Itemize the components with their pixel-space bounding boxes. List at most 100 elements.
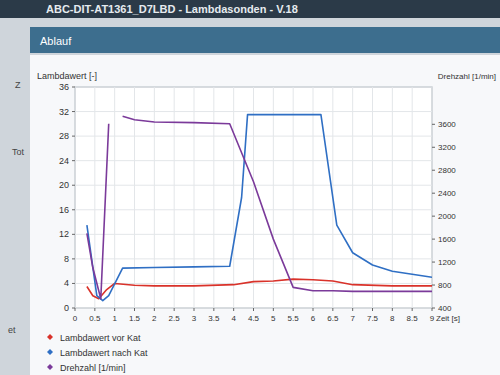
y-grid-line	[75, 234, 432, 235]
legend-label: Drehzahl [1/min]	[60, 363, 126, 373]
x-grid-line	[293, 87, 294, 308]
y-tick-label: 4	[64, 278, 69, 288]
x-tick	[313, 308, 314, 311]
x-tick-label: 1.5	[129, 314, 141, 323]
legend-label: Lambdawert nach Kat	[60, 348, 148, 358]
series-group	[87, 115, 432, 301]
y2-tick-label: 2800	[438, 166, 456, 175]
x-tick-label: 2.5	[169, 314, 181, 323]
x-tick-label: 9	[430, 314, 435, 323]
y2-tick-label: 2400	[438, 189, 456, 198]
x-grid-line	[233, 87, 234, 308]
x-tick-label: 0.5	[89, 314, 101, 323]
x-tick	[154, 308, 155, 311]
y-grid-line	[75, 160, 432, 161]
x-tick-label: 3	[192, 314, 197, 323]
y-grid-line	[75, 258, 432, 259]
legend-marker	[47, 349, 53, 355]
x-grid-line	[372, 87, 373, 308]
y2-tick-label: 400	[438, 304, 452, 313]
y-grid-line	[75, 111, 432, 112]
y-tick	[72, 234, 75, 235]
x-grid-line	[392, 87, 393, 308]
y2-tick	[432, 262, 435, 263]
y-grid-line	[75, 283, 432, 284]
x-tick-label: 4.5	[248, 314, 260, 323]
x-grid-line	[432, 87, 433, 308]
x-tick	[233, 308, 234, 311]
x-tick	[392, 308, 393, 311]
y-tick-label: 20	[59, 180, 69, 190]
y2-tick	[432, 170, 435, 171]
x-tick	[293, 308, 294, 311]
y-tick-label: 16	[59, 205, 69, 215]
y-tick-label: 8	[64, 254, 69, 264]
x-grid-line	[213, 87, 214, 308]
background-label: Tot	[12, 147, 25, 157]
x-tick	[253, 308, 254, 311]
x-grid-line	[154, 87, 155, 308]
legend-marker	[47, 334, 53, 340]
x-tick	[194, 308, 195, 311]
x-grid-line	[313, 87, 314, 308]
plot-frame	[75, 87, 432, 308]
y-tick	[72, 136, 75, 137]
x-grid-line	[273, 87, 274, 308]
series-line	[87, 116, 432, 299]
x-tick-label: 2	[152, 314, 157, 323]
x-grid-line	[174, 87, 175, 308]
x-grid-line	[253, 87, 254, 308]
y-grid-line	[75, 136, 432, 137]
y2-tick	[432, 239, 435, 240]
x-tick-label: 8	[390, 314, 395, 323]
x-tick	[332, 308, 333, 311]
y2-tick	[432, 124, 435, 125]
y2-tick	[432, 285, 435, 286]
y2-tick-label: 2000	[438, 212, 456, 221]
x-tick	[114, 308, 115, 311]
legend-marker	[47, 364, 53, 370]
y-tick-label: 28	[59, 131, 69, 141]
x-tick	[134, 308, 135, 311]
x-tick	[372, 308, 373, 311]
x-tick	[213, 308, 214, 311]
y-tick-label: 0	[64, 303, 69, 313]
y2-axis-title: Drehzahl [1/min]	[438, 72, 496, 81]
y-grid-line	[75, 87, 432, 88]
y-tick-label: 12	[59, 229, 69, 239]
x-tick	[412, 308, 413, 311]
x-tick-label: 5.5	[288, 314, 300, 323]
x-grid-line	[114, 87, 115, 308]
background	[0, 0, 500, 375]
x-tick-label: 3.5	[208, 314, 220, 323]
x-tick-label: 6	[311, 314, 316, 323]
x-tick-label: 4	[231, 314, 236, 323]
y-tick	[72, 283, 75, 284]
series-line	[87, 279, 432, 299]
y2-tick	[432, 308, 435, 309]
x-tick	[94, 308, 95, 311]
y2-tick	[432, 216, 435, 217]
y-tick	[72, 258, 75, 259]
y-tick-label: 32	[59, 107, 69, 117]
tab[interactable]: Ablauf	[40, 35, 72, 47]
y-tick	[72, 87, 75, 88]
x-tick	[352, 308, 353, 311]
x-tick-label: 6.5	[327, 314, 339, 323]
x-grid-line	[75, 87, 76, 308]
background-label: Z	[15, 80, 21, 90]
x-tick-label: 8.5	[407, 314, 419, 323]
page: ABC-DIT-AT1361_D7LBD - Lambdasonden - V.…	[0, 0, 500, 375]
x-tick-label: 7.5	[367, 314, 379, 323]
y2-tick	[432, 147, 435, 148]
x-tick	[273, 308, 274, 311]
y-tick-label: 24	[59, 156, 69, 166]
y-tick	[72, 209, 75, 210]
x-tick	[174, 308, 175, 311]
y-grid-line	[75, 185, 432, 186]
x-tick-label: 5	[271, 314, 276, 323]
y-tick	[72, 111, 75, 112]
y-tick	[72, 160, 75, 161]
y-tick	[72, 185, 75, 186]
series-line	[87, 115, 432, 301]
